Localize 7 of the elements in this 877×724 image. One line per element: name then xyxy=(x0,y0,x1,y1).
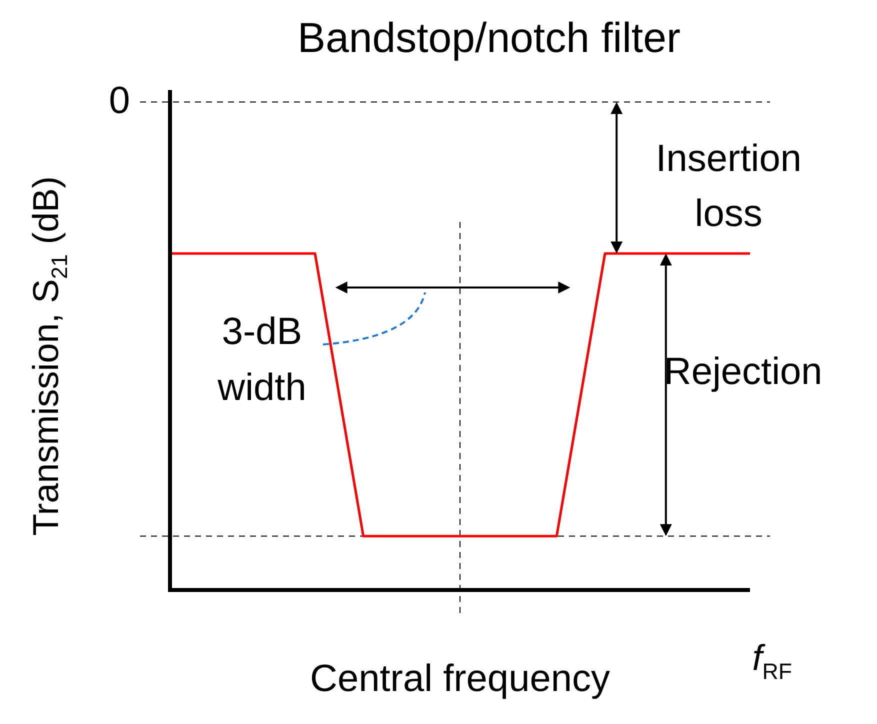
annotation: Rejection xyxy=(664,350,824,395)
text: Central frequency xyxy=(309,657,611,702)
y-axis-title: Transmission, S21 (dB) xyxy=(25,176,72,536)
chart-title: Bandstop/notch filter xyxy=(298,14,680,61)
text: Insertion loss xyxy=(654,137,802,238)
annotation: 3-dB width xyxy=(216,310,308,411)
text: 0 xyxy=(108,79,130,124)
